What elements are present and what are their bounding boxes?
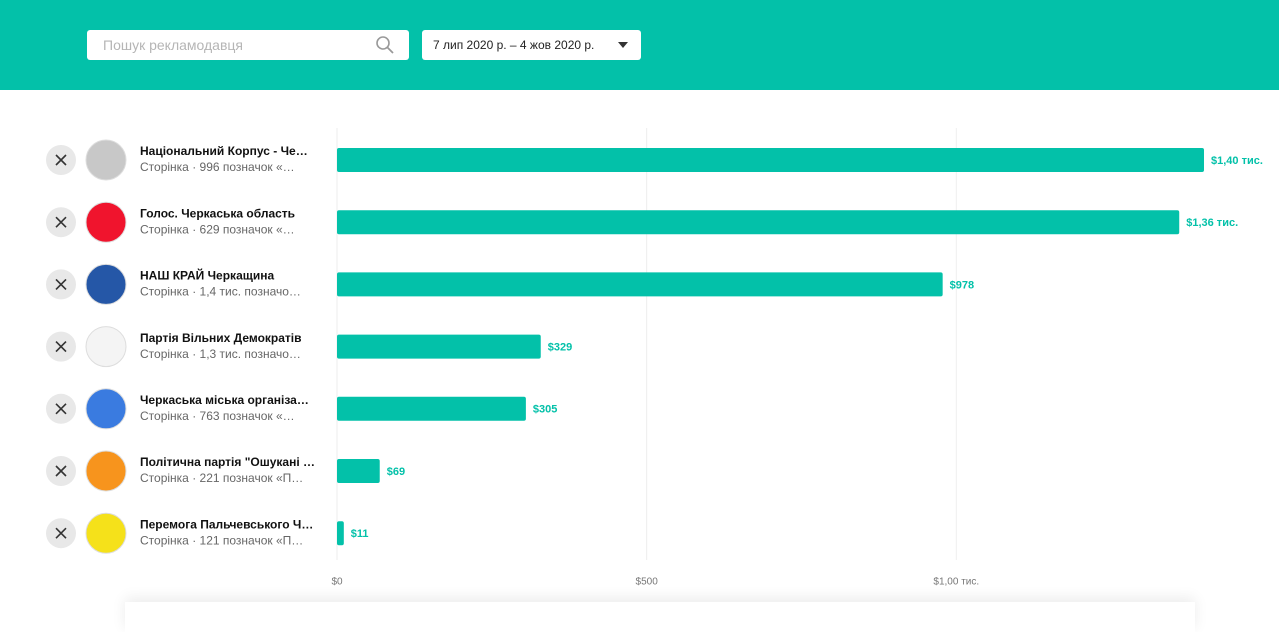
bar bbox=[337, 210, 1180, 235]
value-label: $305 bbox=[533, 404, 557, 416]
header: Пошук рекламодавця 7 лип 2020 р. – 4 жов… bbox=[0, 0, 1279, 90]
value-label: $1,40 тис. bbox=[1211, 155, 1263, 167]
advertiser-avatar bbox=[85, 139, 127, 181]
advertiser-avatar bbox=[85, 512, 127, 554]
advertiser-detail: Сторінка · 1,3 тис. позначо… bbox=[140, 347, 301, 361]
search-icon bbox=[376, 36, 394, 54]
advertiser-detail: Сторінка · 1,4 тис. позначо… bbox=[140, 285, 301, 299]
remove-icon bbox=[55, 278, 67, 290]
advertiser-name: Політична партія "Ошукані … bbox=[140, 455, 315, 469]
advertiser-name: Партія Вільних Демократів bbox=[140, 331, 302, 345]
advertiser-avatar bbox=[85, 388, 127, 430]
remove-icon bbox=[55, 154, 67, 166]
value-label: $69 bbox=[387, 466, 405, 478]
advertiser-name: НАШ КРАЙ Черкащина bbox=[140, 268, 274, 283]
advertiser-avatar bbox=[85, 450, 127, 492]
bar bbox=[337, 272, 943, 297]
remove-icon bbox=[55, 465, 67, 477]
bar bbox=[337, 396, 526, 421]
remove-icon bbox=[55, 341, 67, 353]
advertiser-name: Черкаська міська організа… bbox=[140, 393, 309, 407]
advertiser-detail: Сторінка · 221 позначок «П… bbox=[140, 471, 303, 485]
advertiser-detail: Сторінка · 763 позначок «… bbox=[140, 409, 295, 423]
dropdown-arrow bbox=[618, 42, 628, 48]
remove-icon bbox=[55, 216, 67, 228]
x-tick-label: $500 bbox=[636, 577, 659, 588]
chart: $0 $500 $1,00 тис. Національний Корпус - Че… bbox=[46, 128, 1263, 588]
x-tick-label: $0 bbox=[331, 577, 343, 588]
advertiser-avatar bbox=[85, 201, 127, 243]
search-input[interactable]: Пошук рекламодавця bbox=[87, 30, 409, 60]
advertiser-detail: Сторінка · 996 позначок «… bbox=[140, 160, 295, 174]
value-label: $11 bbox=[351, 528, 369, 540]
bar bbox=[337, 521, 344, 546]
advertiser-detail: Сторінка · 629 позначок «… bbox=[140, 222, 295, 236]
date-dropdown[interactable]: 7 лип 2020 р. – 4 жов 2020 р. bbox=[422, 30, 641, 60]
footer-panel bbox=[125, 602, 1195, 632]
bar bbox=[337, 334, 541, 359]
search-placeholder: Пошук рекламодавця bbox=[103, 37, 243, 53]
remove-icon bbox=[55, 527, 67, 539]
advertiser-name: Перемога Пальчевського Ч… bbox=[140, 517, 313, 531]
remove-icon bbox=[55, 403, 67, 415]
advertiser-detail: Сторінка · 121 позначок «П… bbox=[140, 533, 303, 547]
bar bbox=[337, 148, 1204, 172]
x-tick-label: $1,00 тис. bbox=[933, 577, 979, 588]
value-label: $978 bbox=[950, 279, 974, 291]
advertiser-name: Голос. Черкаська область bbox=[140, 206, 295, 220]
value-label: $1,36 тис. bbox=[1186, 217, 1238, 229]
advertiser-avatar bbox=[85, 326, 127, 368]
advertiser-avatar bbox=[85, 263, 127, 305]
advertiser-name: Національний Корпус - Че… bbox=[140, 144, 308, 158]
date-range: 7 лип 2020 р. – 4 жов 2020 р. bbox=[433, 38, 595, 52]
value-label: $329 bbox=[548, 342, 572, 354]
bar bbox=[337, 459, 380, 483]
